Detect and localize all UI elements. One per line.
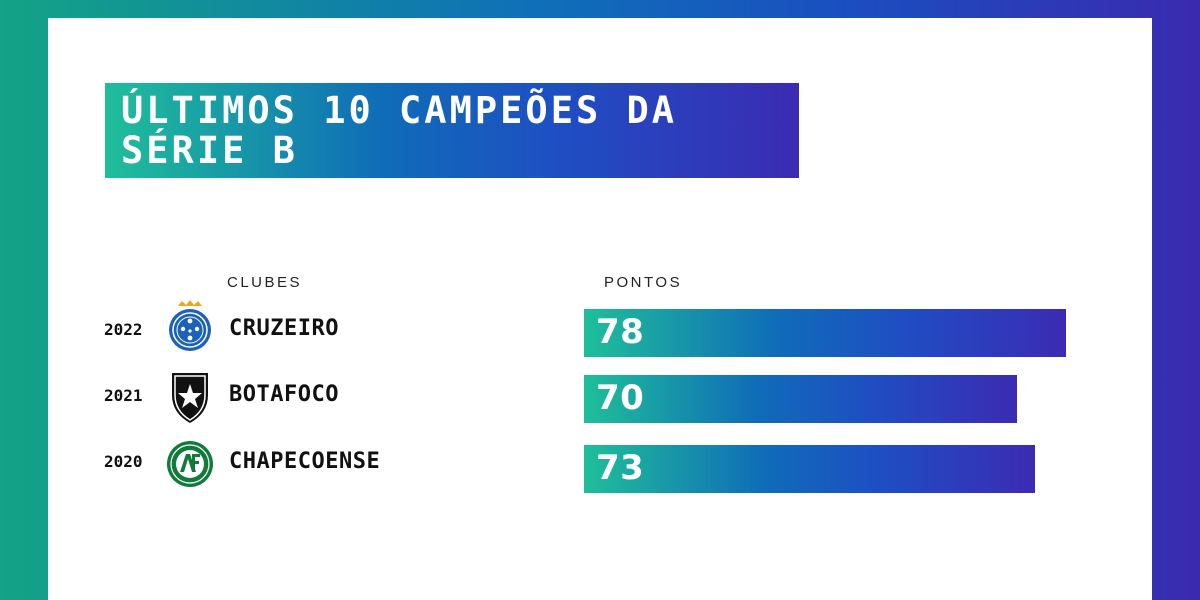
botafogo-crest-icon bbox=[166, 369, 214, 423]
chapecoense-crest-icon bbox=[166, 439, 214, 487]
clubes-header: CLUBES bbox=[227, 274, 303, 291]
pontos-header: PONTOS bbox=[604, 274, 683, 291]
bar-value-label: 78 bbox=[596, 312, 645, 352]
club-name: CRUZEIRO bbox=[229, 316, 339, 341]
year-label: 2021 bbox=[104, 386, 143, 405]
title-banner: ÚLTIMOS 10 CAMPEÕES DA SÉRIE B bbox=[105, 83, 799, 178]
bar: 78 bbox=[584, 309, 1066, 357]
year-label: 2022 bbox=[104, 320, 143, 339]
bar: 73 bbox=[584, 445, 1035, 493]
bar-value-label: 70 bbox=[596, 378, 645, 418]
bar: 70 bbox=[584, 375, 1017, 423]
bar-value-label: 73 bbox=[596, 448, 645, 488]
page-title: ÚLTIMOS 10 CAMPEÕES DA SÉRIE B bbox=[121, 89, 678, 172]
year-label: 2020 bbox=[104, 452, 143, 471]
club-name: BOTAFOCO bbox=[229, 382, 339, 407]
club-name: CHAPECOENSE bbox=[229, 449, 381, 474]
cruzeiro-crest-icon bbox=[166, 300, 214, 351]
